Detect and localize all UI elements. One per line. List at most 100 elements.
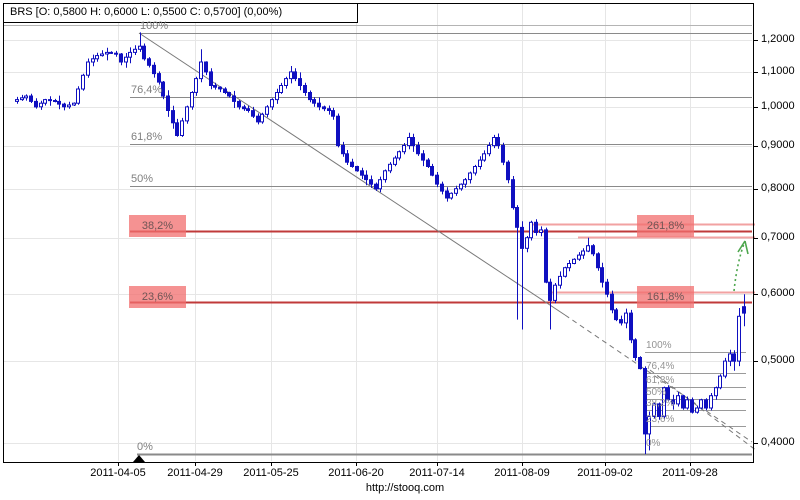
- candle-body: [600, 267, 604, 283]
- candle-body: [91, 58, 95, 63]
- candle-body: [737, 315, 741, 362]
- candle-body: [109, 51, 113, 54]
- candle-body: [72, 102, 76, 106]
- candle-body: [728, 353, 732, 362]
- candle-body: [647, 415, 651, 435]
- candle-body: [577, 254, 581, 260]
- candle-body: [86, 61, 90, 76]
- candle-body: [152, 64, 156, 75]
- candle-body: [435, 174, 439, 185]
- candle-body: [303, 85, 307, 93]
- candle-body: [364, 174, 368, 181]
- candle-body: [657, 403, 661, 417]
- candle-body: [643, 368, 647, 435]
- candle-body: [633, 339, 637, 358]
- candle-body: [260, 113, 264, 123]
- candle-body: [293, 71, 297, 80]
- candle-body: [209, 71, 213, 87]
- candle-body: [520, 226, 524, 249]
- candle-body: [397, 151, 401, 159]
- candle-body: [383, 170, 387, 181]
- candle-body: [227, 92, 231, 97]
- candle-body: [270, 99, 274, 108]
- candle-body: [449, 192, 453, 199]
- candle-body: [29, 95, 33, 102]
- candle-body: [690, 399, 694, 413]
- candle-body: [194, 78, 198, 93]
- candle-body: [133, 48, 137, 53]
- candle-body: [20, 97, 24, 101]
- candle-body: [459, 183, 463, 190]
- candle-body: [666, 387, 670, 401]
- candle-body: [322, 106, 326, 110]
- stooq-watermark-link[interactable]: http://stooq.com: [365, 482, 445, 494]
- candle-body: [638, 357, 642, 370]
- candle-body: [676, 395, 680, 405]
- candle-body: [166, 95, 170, 111]
- candle-body: [180, 120, 184, 137]
- fib-anchor-marker: [133, 455, 145, 462]
- candle-body: [515, 207, 519, 228]
- candle-body: [331, 110, 335, 117]
- candle-body: [426, 159, 430, 168]
- trendline: [649, 369, 758, 452]
- candle-body: [175, 122, 179, 137]
- candle-body: [478, 159, 482, 168]
- candle-body: [492, 137, 496, 147]
- candle-body: [223, 88, 227, 93]
- candle-body: [662, 387, 666, 417]
- candle-body: [463, 179, 467, 185]
- candle-body: [289, 71, 293, 80]
- candle-body: [190, 92, 194, 108]
- candle-body: [416, 145, 420, 155]
- candle-body: [402, 145, 406, 153]
- candle-body: [563, 267, 567, 277]
- candle-body: [284, 78, 288, 86]
- candle-body: [345, 153, 349, 163]
- candle-body: [430, 166, 434, 176]
- candle-body: [732, 353, 736, 362]
- candle-body: [378, 179, 382, 190]
- candle-body: [544, 229, 548, 283]
- candle-body: [388, 163, 392, 172]
- candle-body: [699, 399, 703, 409]
- title-box: [3, 3, 358, 23]
- candle-body: [482, 153, 486, 161]
- candle-body: [393, 157, 397, 165]
- candle-body: [723, 360, 727, 377]
- candle-body: [581, 250, 585, 256]
- candle-body: [312, 99, 316, 104]
- candle-body: [473, 166, 477, 174]
- candle-body: [671, 399, 675, 405]
- candle-body: [218, 86, 222, 90]
- candle-body: [237, 100, 241, 108]
- candle-body: [128, 51, 132, 58]
- candle-body: [199, 61, 203, 80]
- candle-body: [39, 102, 43, 108]
- candle-body: [421, 153, 425, 161]
- candle-body: [124, 56, 128, 63]
- candle-body: [487, 145, 491, 155]
- candle-body: [298, 78, 302, 86]
- trendline: [564, 314, 753, 443]
- candle-body: [704, 399, 708, 409]
- candle-body: [24, 95, 28, 99]
- candle-body: [114, 52, 118, 55]
- candle-body: [534, 221, 538, 234]
- candle-body: [360, 170, 364, 176]
- candle-body: [147, 58, 151, 66]
- candle-body: [327, 108, 331, 111]
- candle-body: [468, 172, 472, 181]
- candle-body: [525, 237, 529, 249]
- candle-body: [142, 45, 146, 60]
- candle-body: [558, 275, 562, 286]
- candle-body: [440, 183, 444, 192]
- candle-body: [138, 45, 142, 50]
- candle-body: [204, 61, 208, 73]
- candle-body: [586, 245, 590, 252]
- candle-body: [605, 281, 609, 295]
- candle-body: [553, 284, 557, 301]
- candle-body: [610, 293, 614, 311]
- candle-body: [161, 81, 165, 97]
